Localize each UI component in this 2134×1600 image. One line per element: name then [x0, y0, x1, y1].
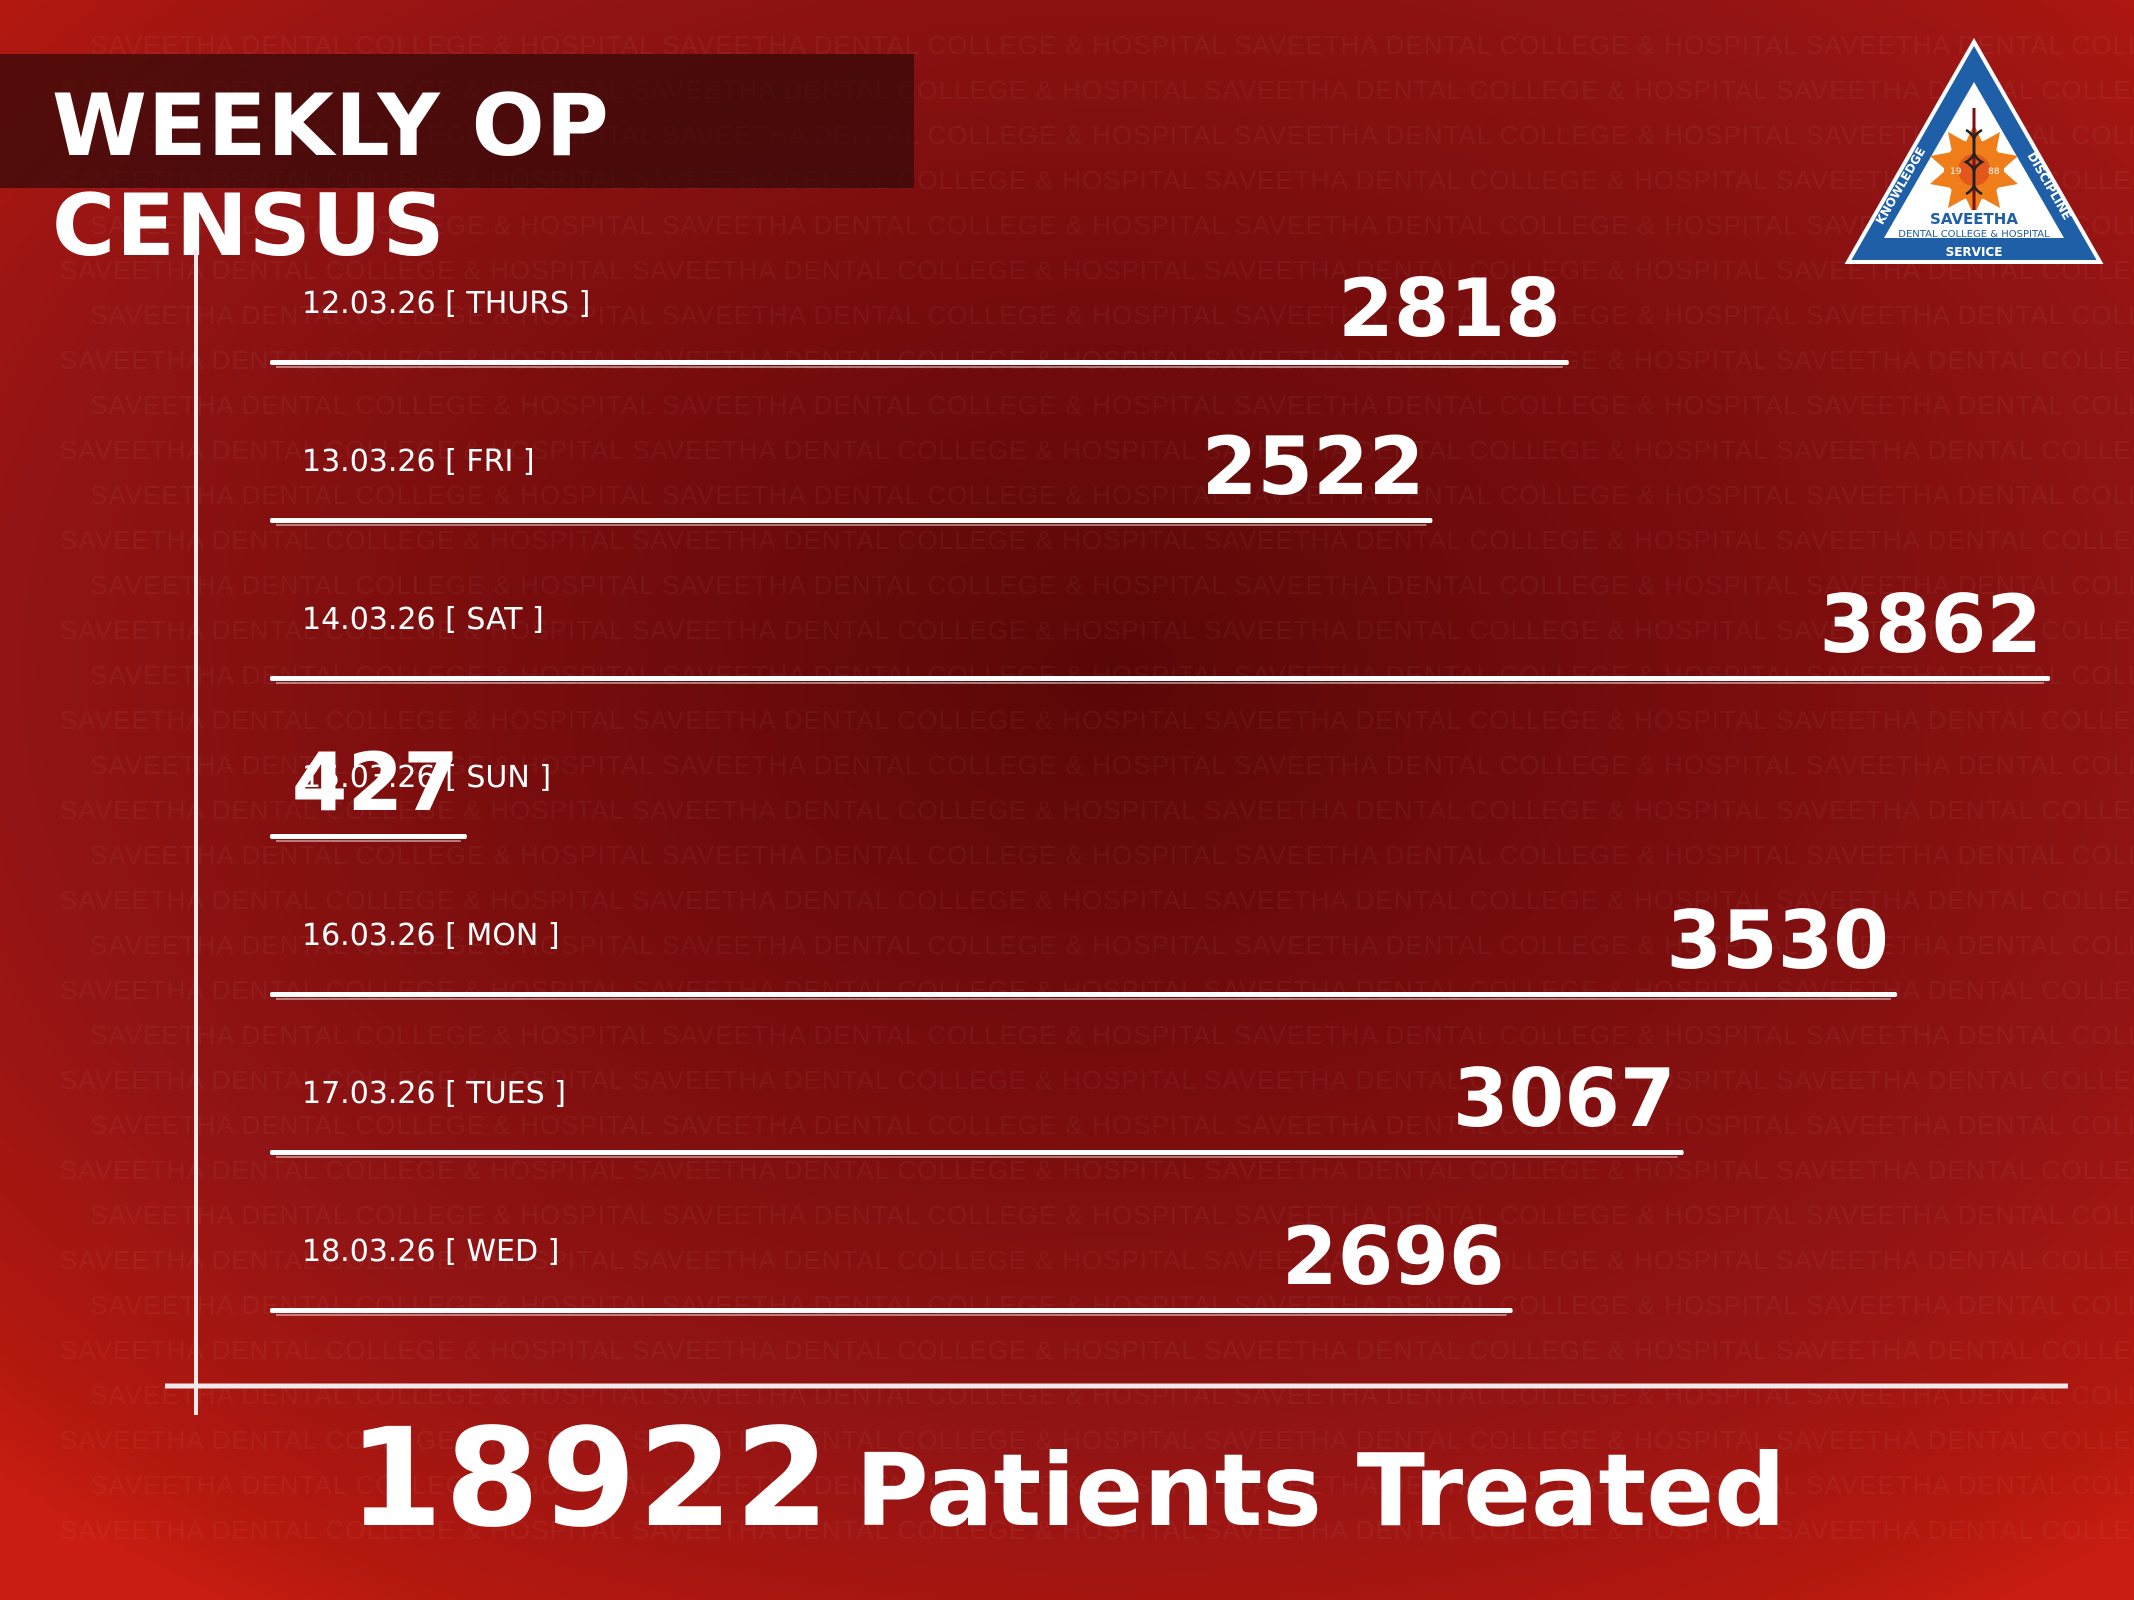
page-title: WEEKLY OP CENSUS	[52, 76, 610, 276]
bar-texture-6	[276, 1156, 1678, 1158]
category-label-7: 18.03.26 [ WED ]	[302, 1234, 559, 1269]
bar-texture-3	[276, 682, 2044, 684]
value-label-2: 2522	[1202, 420, 1425, 513]
total-summary: 18922 Patients Treated	[0, 1400, 2134, 1558]
bar-row-4: 15.03.26 [ SUN ]427	[270, 736, 551, 842]
logo-year-right: 88	[1988, 167, 2000, 177]
bar-texture-4	[276, 840, 461, 842]
category-label-5: 16.03.26 [ MON ]	[302, 918, 560, 953]
chart-axes	[165, 250, 2068, 1415]
bar-texture-5	[276, 998, 1891, 1000]
total-label: Patients Treated	[855, 1432, 1786, 1549]
value-label-6: 3067	[1453, 1052, 1676, 1145]
bar-texture-7	[276, 1314, 1507, 1316]
total-value: 18922	[348, 1400, 832, 1558]
bar-3	[270, 676, 2050, 681]
category-label-4: 15.03.26 [ SUN ]	[302, 760, 551, 795]
value-label-4: 427	[292, 736, 459, 829]
bar-2	[270, 518, 1433, 523]
bar-texture-2	[276, 524, 1427, 526]
value-label-5: 3530	[1666, 894, 1889, 987]
bar-row-6: 17.03.26 [ TUES ] 3067	[270, 1052, 1684, 1158]
category-label-2: 13.03.26 [ FRI ]	[302, 444, 535, 479]
logo-subtitle: DENTAL COLLEGE & HOSPITAL	[1898, 229, 2050, 240]
category-label-3: 14.03.26 [ SAT ]	[302, 602, 544, 637]
bar-6	[270, 1150, 1684, 1155]
logo-bottom-word: SERVICE	[1946, 245, 2003, 259]
saveetha-logo: 19 88 SAVEETHA DENTAL COLLEGE & HOSPITAL…	[1844, 38, 2104, 264]
category-label-1: 12.03.26 [ THURS ]	[302, 286, 590, 321]
bar-7	[270, 1308, 1513, 1313]
bar-1	[270, 360, 1569, 365]
bar-4	[270, 834, 467, 839]
logo-year-left: 19	[1950, 167, 1962, 177]
value-label-3: 3862	[1819, 578, 2042, 671]
bar-row-3: 14.03.26 [ SAT ] 3862	[270, 578, 2050, 684]
chart-bars: 12.03.26 [ THURS ] 2818 13.03.26 [ FRI ] 25…	[270, 262, 2050, 1316]
bar-row-5: 16.03.26 [ MON ] 3530	[270, 894, 1897, 1000]
bar-texture-1	[276, 366, 1563, 368]
bar-5	[270, 992, 1897, 997]
logo-name: SAVEETHA	[1930, 210, 2018, 228]
bar-row-7: 18.03.26 [ WED ] 2696	[270, 1210, 1513, 1316]
value-label-1: 2818	[1338, 262, 1561, 355]
category-label-6: 17.03.26 [ TUES ]	[302, 1076, 566, 1111]
bar-row-2: 13.03.26 [ FRI ] 2522	[270, 420, 1433, 526]
bar-row-1: 12.03.26 [ THURS ] 2818	[270, 262, 1569, 368]
value-label-7: 2696	[1282, 1210, 1505, 1303]
title-banner: WEEKLY OP CENSUS	[0, 54, 914, 276]
